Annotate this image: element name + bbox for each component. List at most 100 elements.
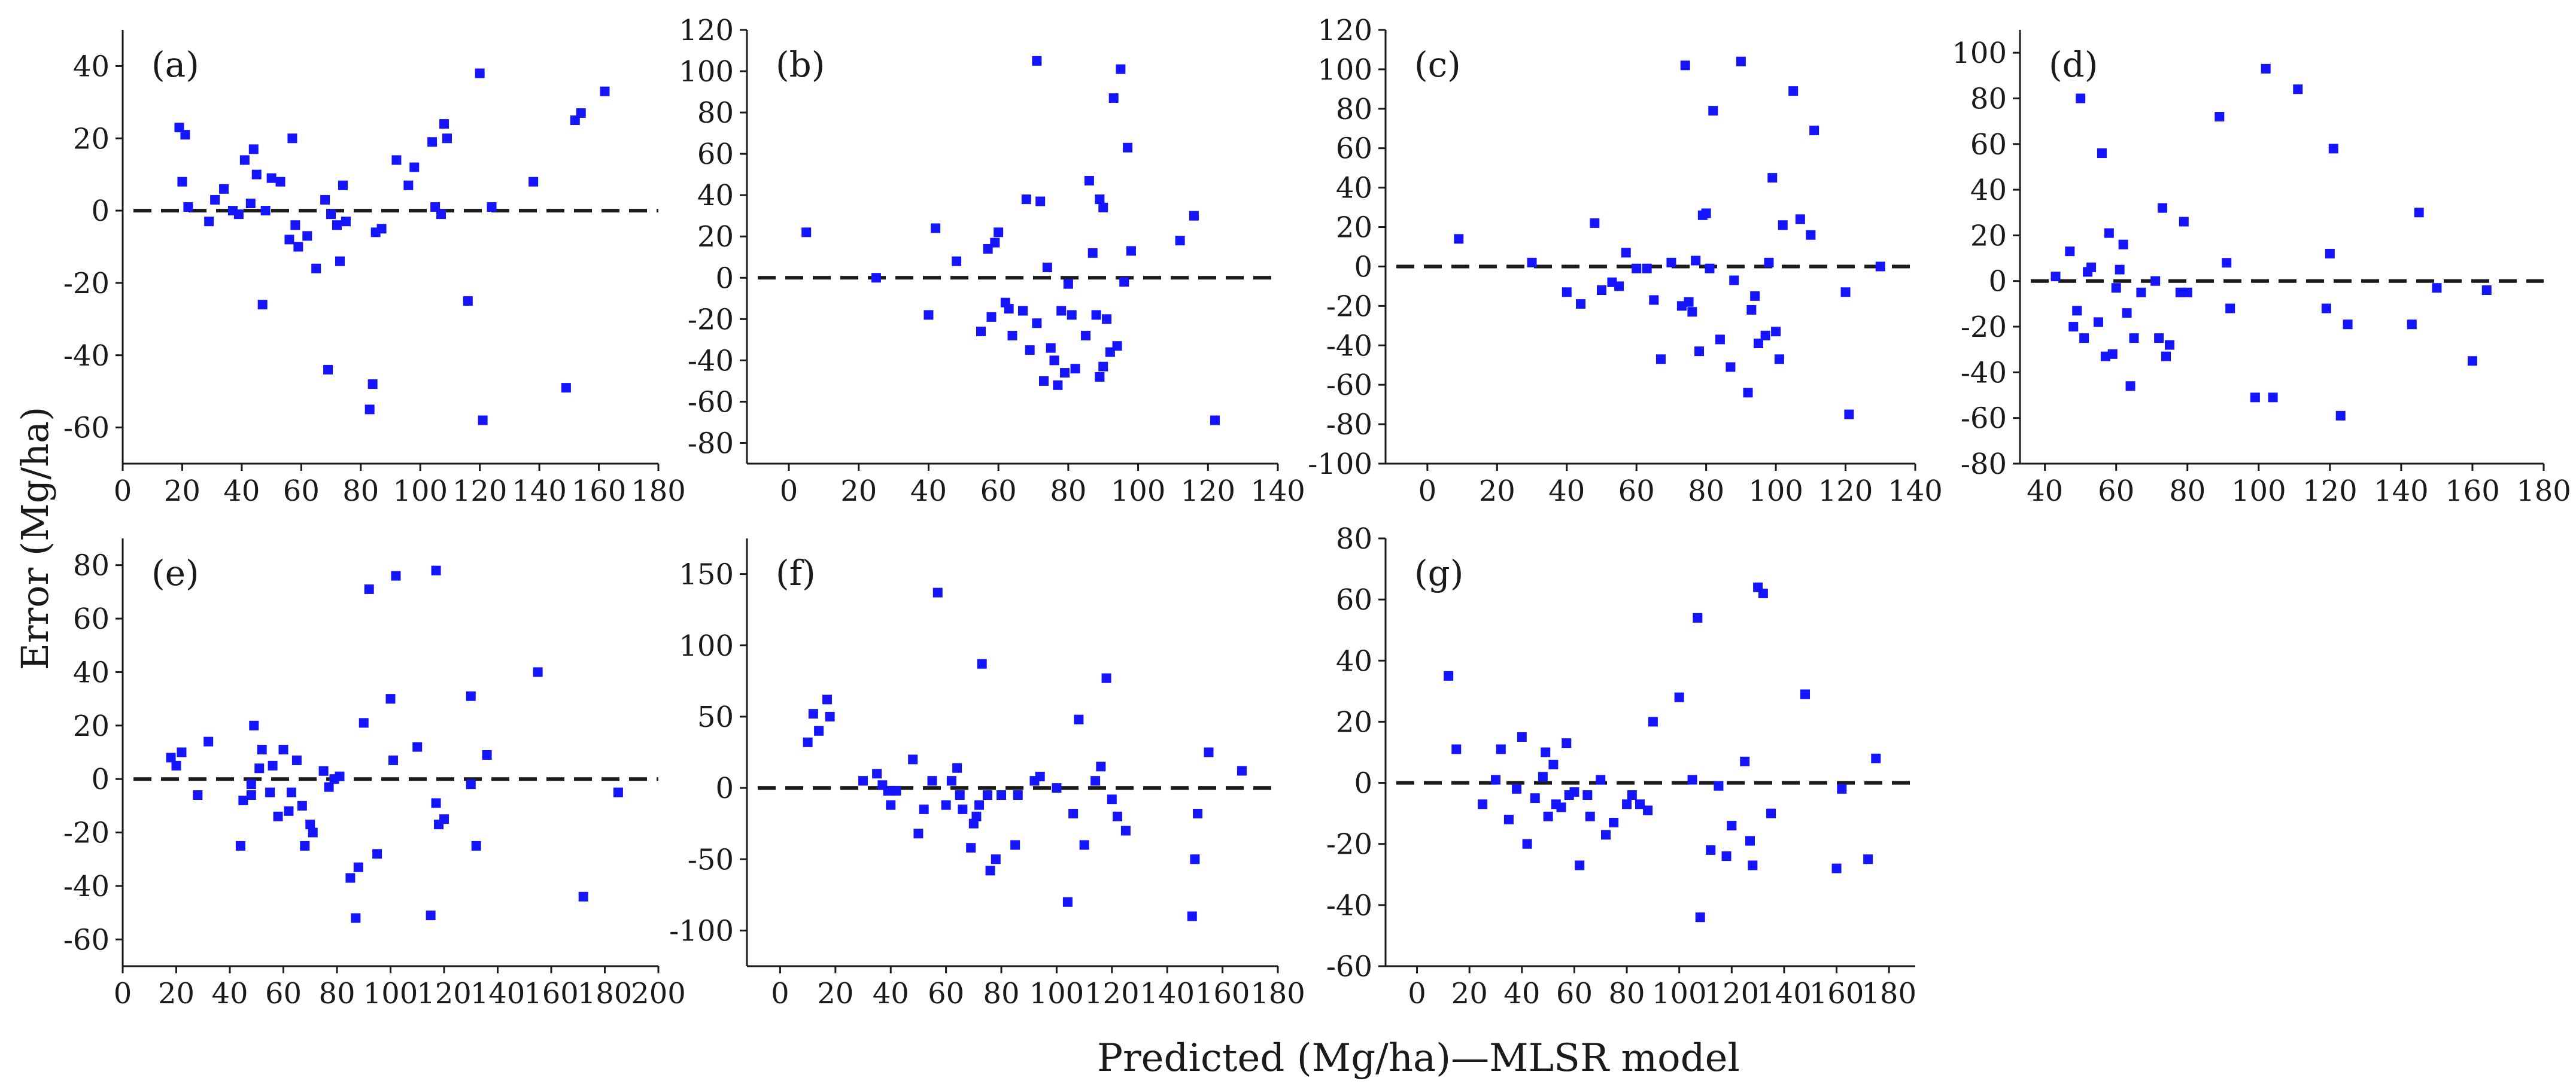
data-point [955,790,965,800]
data-point [183,202,193,212]
data-point [341,217,351,227]
data-point [1049,355,1059,366]
y-tick-label: 100 [679,629,734,663]
data-point [1863,854,1873,864]
data-point [2325,248,2335,258]
x-tick-label: 20 [158,977,195,1010]
data-point [471,841,481,851]
data-point [1684,297,1694,307]
data-point [2051,272,2061,282]
data-point [1035,196,1046,206]
data-point [528,176,539,187]
data-point [2407,319,2417,330]
data-point [1666,257,1676,267]
data-point [1800,689,1810,699]
y-tick-label: 0 [1988,265,2007,299]
x-tick-label: 20 [840,474,877,508]
y-tick-label: 0 [715,772,734,805]
data-point [466,691,476,701]
y-tick-label: 0 [715,261,734,295]
data-point [1705,263,1715,273]
data-point [1556,802,1566,812]
data-point [2467,356,2477,366]
figure-xlabel: Predicted (Mg/ha)—MLSR model [1097,1036,1740,1080]
panel-label: (g) [1414,553,1463,593]
y-tick-label: 80 [697,96,734,130]
x-tick-label: 180 [578,977,633,1010]
data-point [1726,362,1736,372]
y-tick-label: -40 [688,344,734,377]
data-point [924,310,934,320]
y-tick-label: 60 [1336,583,1372,617]
data-point [1032,318,1042,328]
data-point [1582,790,1593,800]
data-point [2328,144,2338,154]
data-point [576,108,586,118]
x-tick-label: 60 [980,474,1017,508]
data-point [991,854,1001,864]
x-tick-label: 160 [524,977,579,1010]
data-point [822,695,832,705]
data-point [308,827,318,838]
data-point [1806,230,1816,240]
data-point [1090,776,1101,786]
y-tick-label: 60 [1336,132,1372,166]
x-tick-label: 60 [928,977,964,1010]
data-point [311,263,321,273]
data-point [931,223,941,233]
x-tick-label: 80 [2169,474,2206,508]
panel-f: 0 20 40 60 80 100 120 140 160 180-100-50050100150… [669,538,1305,1010]
panel-label: (d) [2049,44,2098,85]
data-point [376,224,387,234]
data-point [1721,851,1731,861]
panel-b: 0 20 40 60 80 100 120 140 -80 -60 -40 -20 0 20 40 60 80 1… [679,14,1305,508]
y-tick-label: -100 [1308,447,1372,481]
data-point [204,217,214,227]
data-point [1541,747,1551,757]
x-tick-label: 140 [470,977,525,1010]
data-point [409,162,420,172]
data-point [1871,753,1881,763]
x-tick-label: 60 [283,474,320,508]
data-point [570,115,580,126]
panel-label: (a) [151,44,199,85]
x-tick-label: 120 [1180,474,1235,508]
data-point [578,891,588,902]
x-tick-label: 40 [1503,977,1540,1010]
data-point [439,814,449,824]
data-point [1108,93,1119,103]
data-point [1052,783,1062,793]
panel-d: 40 60 80 100 120 140 160 180 -80 -60 -40 -20 0 20 40 60… [1952,30,2571,508]
data-point [1687,307,1697,317]
x-tick-label: 100 [1029,977,1085,1010]
data-point [825,711,835,721]
data-point [1548,759,1559,769]
y-tick-label: 40 [1336,644,1372,678]
data-point [1795,214,1805,224]
data-point [1018,306,1028,316]
data-point [265,787,275,797]
data-point [1084,176,1094,186]
data-point [193,790,203,800]
data-point [257,300,268,310]
data-point [1774,354,1784,364]
data-point [345,873,356,883]
x-tick-label: 20 [1451,977,1488,1010]
data-point [2154,333,2164,343]
data-point [1107,794,1117,805]
data-point [1840,287,1851,297]
data-point [1674,692,1684,702]
y-tick-label: 40 [73,656,110,689]
y-tick-label: 60 [697,138,734,171]
y-tick-label: 120 [1317,14,1372,47]
data-point [1622,799,1632,809]
data-point [248,144,259,154]
y-tick-label: -20 [1961,310,2007,344]
y-tick-label: 0 [1354,250,1372,284]
x-tick-label: 20 [1479,474,1515,508]
data-point [2158,203,2168,213]
data-point [166,753,176,763]
data-point [808,709,818,719]
data-point [1760,330,1770,340]
y-tick-label: 0 [91,194,110,228]
